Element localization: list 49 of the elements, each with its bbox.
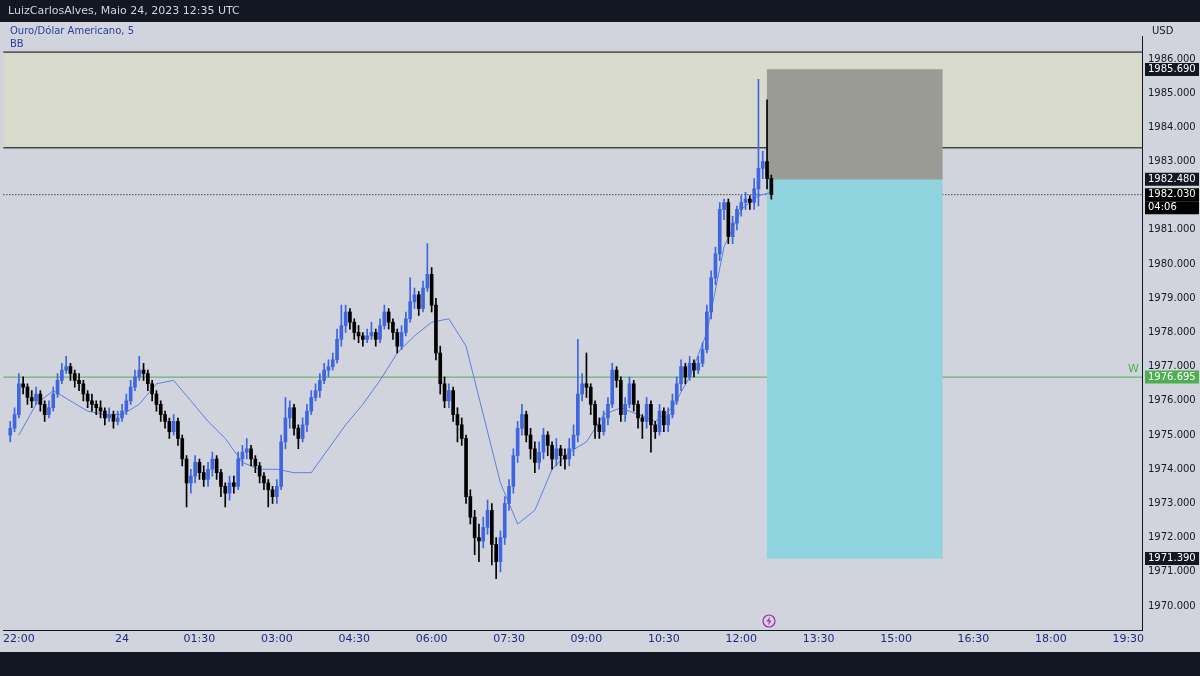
y-tick-label: 1986.000 [1148,52,1196,64]
x-tick-label: 01:30 [183,632,216,646]
candlestick [29,390,34,409]
x-tick-label: 03:00 [261,632,293,646]
y-tick-label: 1977.000 [1148,360,1196,372]
candlestick [107,407,111,422]
x-tick-label: 16:30 [957,632,990,646]
y-tick-label: 1976.000 [1148,394,1196,406]
y-tick-label: 1979.000 [1148,291,1196,303]
x-tick-label: 13:30 [802,632,835,646]
y-tick-label: 1975.000 [1148,428,1196,440]
y-tick-label: 1972.000 [1148,531,1196,543]
text: LuizCarlosAlves, Maio 24, 2023 12:35 UTC [8,4,240,17]
y-tick-label: 1985.000 [1148,86,1196,98]
y-axis-title: USD [1152,24,1174,36]
x-tick-label: 09:00 [570,632,603,646]
y-tick-label: 1983.000 [1148,155,1196,167]
candlestick [563,448,567,470]
y-tick-label: 1970.000 [1148,599,1196,611]
y-tick-label: 1974.000 [1148,462,1196,474]
x-tick-label: 06:00 [415,632,448,646]
x-tick-label: 15:00 [880,632,912,646]
candlestick [232,475,236,494]
chart-subtitle: BB [10,37,25,50]
x-tick-label: 04:30 [338,632,371,646]
y-tick-label: 1978.000 [1148,326,1196,338]
x-tick-label: 12:00 [725,632,758,646]
y-tick-label: 1981.000 [1148,223,1196,235]
ref-line-label: 1982.030 [1148,188,1196,200]
candlestick [244,438,249,460]
y-tick-label: 1971.000 [1148,565,1196,577]
candlestick [77,373,81,391]
ref-line-label: 1976.695 [1148,370,1196,382]
x-tick-label: 22:00 [3,632,35,646]
text: 1982.480 [1148,172,1196,184]
chart-title: Ouro/Dólar Americano, 5 [10,24,135,37]
x-tick-label: 07:30 [493,632,525,646]
text: 1985.690 [1148,63,1196,75]
candlestick [90,393,94,412]
text: 04:06 [1148,201,1177,213]
y-tick-label: 1980.000 [1148,257,1196,269]
y-tick-label: 1973.000 [1148,497,1196,509]
x-tick-label: 10:30 [647,632,680,646]
x-tick-label: 19:30 [1112,632,1145,646]
annotation: W [1127,362,1139,376]
x-tick-label: 24 [115,632,130,646]
y-tick-label: 1984.000 [1148,120,1196,132]
text: 1971.390 [1148,552,1196,564]
x-tick-label: 18:00 [1034,632,1067,646]
